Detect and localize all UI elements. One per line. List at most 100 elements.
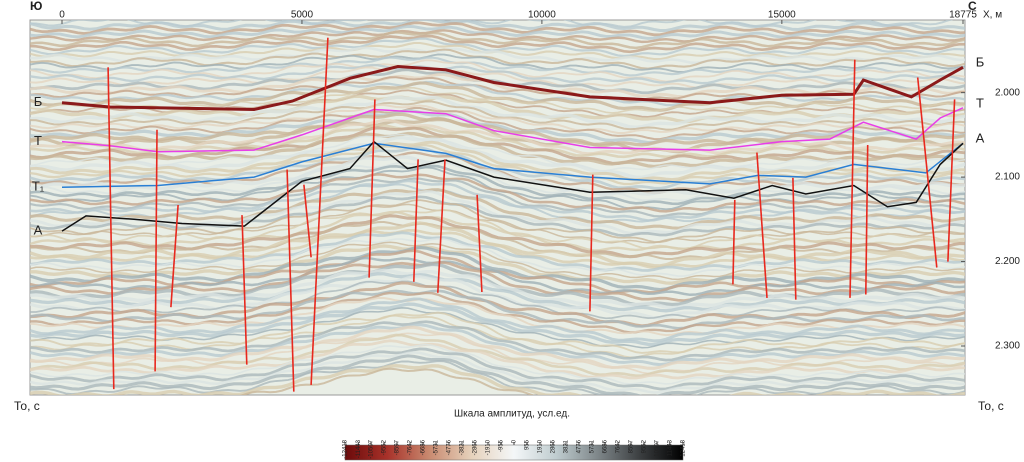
colorbar-tick-label: 955: [525, 439, 531, 450]
seismic-reflection: [30, 351, 965, 394]
colorbar-tick-label: 6686: [603, 439, 609, 453]
seismic-reflection: [30, 323, 965, 367]
seismic-reflection: [30, 24, 965, 40]
fault-line: [947, 99, 956, 262]
seismic-reflection: [30, 241, 965, 281]
fault-line: [756, 152, 768, 298]
seismic-reflection: [30, 135, 965, 180]
colorbar-tick-label: -7642: [408, 439, 414, 455]
colorbar-tick-label: -955: [499, 439, 505, 452]
colorbar-tick-label: -6686: [421, 439, 427, 455]
colorbar-tick-label: -5731: [434, 439, 440, 455]
fault-line: [437, 159, 446, 293]
seismic-reflection: [30, 107, 965, 141]
seismic-reflection: [30, 307, 965, 349]
seismic-reflection: [30, 109, 965, 145]
seismic-reflection: [30, 112, 965, 148]
seismic-reflection: [30, 297, 965, 337]
horizon-line: [61, 140, 964, 232]
seismic-reflection: [30, 229, 965, 269]
seismic-reflection: [30, 68, 965, 95]
seismic-reflection: [30, 48, 965, 70]
colorbar-tick-label: 1910: [538, 439, 544, 453]
horizon-label: А: [34, 223, 43, 238]
colorbar-tick-label: 5731: [590, 439, 596, 453]
seismic-reflection: [30, 320, 965, 362]
fault-line: [849, 59, 856, 298]
colorbar-tick-label: -12418: [343, 439, 349, 458]
seismic-reflection: [30, 256, 965, 297]
seismic-reflection: [30, 131, 965, 169]
seismic-reflection: [30, 333, 965, 378]
seismic-reflection: [30, 354, 965, 395]
colorbar-tick-label: -2865: [473, 439, 479, 455]
fault-line: [303, 184, 312, 258]
horizon-line: [61, 64, 964, 112]
horizon-label: Б: [34, 94, 43, 109]
colorbar-tick-label: 10507: [655, 439, 661, 456]
seismic-reflection: [30, 155, 965, 197]
seismic-reflection: [30, 179, 965, 222]
seismic-reflection: [30, 86, 965, 114]
seismic-reflection: [30, 63, 965, 85]
colorbar-tick-label: 11443: [667, 439, 673, 456]
seismic-reflection: [30, 183, 965, 224]
horizon-label: Б: [976, 55, 985, 70]
x-tick-label: 0: [59, 10, 65, 21]
seismic-reflection: [30, 177, 965, 218]
seismic-reflection: [30, 104, 965, 134]
seismic-reflection: [30, 80, 965, 107]
y-tick-label: 2.300: [995, 341, 1020, 352]
fault-line: [286, 169, 295, 392]
seismic-reflection: [30, 343, 965, 385]
seismic-reflection: [30, 302, 965, 347]
colorbar-tick-label: 0: [512, 439, 518, 443]
interpretation: [61, 37, 964, 392]
seismic-reflection: [30, 314, 965, 359]
colorbar-tick-label: 3821: [564, 439, 570, 453]
seismic-reflection: [30, 31, 965, 50]
seismic-reflection: [30, 95, 965, 129]
seismic-reflection: [30, 66, 965, 89]
corner-label: С: [968, 0, 977, 13]
fault-line: [154, 129, 158, 372]
seismic-reflection: [30, 56, 965, 77]
colorbar-tick-label: 4776: [577, 439, 583, 453]
seismic-reflection: [30, 347, 965, 391]
seismic-reflection: [30, 221, 965, 260]
fault-line: [170, 204, 179, 308]
seismic-reflection: [30, 188, 965, 230]
y-tick-label: 2.100: [995, 172, 1020, 183]
fault-line: [732, 199, 736, 285]
seismic-reflection: [116, 367, 871, 395]
seismic-reflection: [30, 231, 965, 272]
fault-line: [241, 215, 248, 365]
seismic-reflection: [30, 143, 965, 186]
seismic-reflection: [30, 280, 965, 320]
horizon-label: Т₁: [32, 179, 45, 194]
seismic-reflection: [30, 73, 965, 99]
seismic-reflection: [30, 289, 965, 330]
x-tick-label: 18775: [949, 10, 977, 21]
fault-line: [916, 77, 938, 268]
seismic-reflection: [30, 363, 965, 395]
colorbar-tick-label: -10507: [369, 439, 375, 458]
y-axis-label: То, с: [14, 399, 40, 413]
colorbar-tick-label: 2865: [551, 439, 557, 453]
colorbar-tick-label: 9552: [642, 439, 648, 453]
fault-line: [107, 67, 115, 390]
fault-line: [865, 144, 869, 295]
colorbar-tick-label: -4776: [447, 439, 453, 455]
seismic-reflection: [30, 210, 965, 252]
seismic-reflection: [30, 360, 965, 395]
colorbar-tick-label: -1910: [486, 439, 492, 455]
fault-line: [476, 194, 483, 293]
seismic-reflection: [30, 29, 965, 44]
seismic-reflection: [30, 46, 965, 65]
colorbar-tick-label: -8597: [395, 439, 401, 455]
x-tick-label: 15000: [768, 10, 796, 21]
seismic-reflection: [30, 164, 965, 206]
horizon-line: [61, 142, 964, 188]
colorbar-tick-label: 12418: [681, 439, 687, 456]
